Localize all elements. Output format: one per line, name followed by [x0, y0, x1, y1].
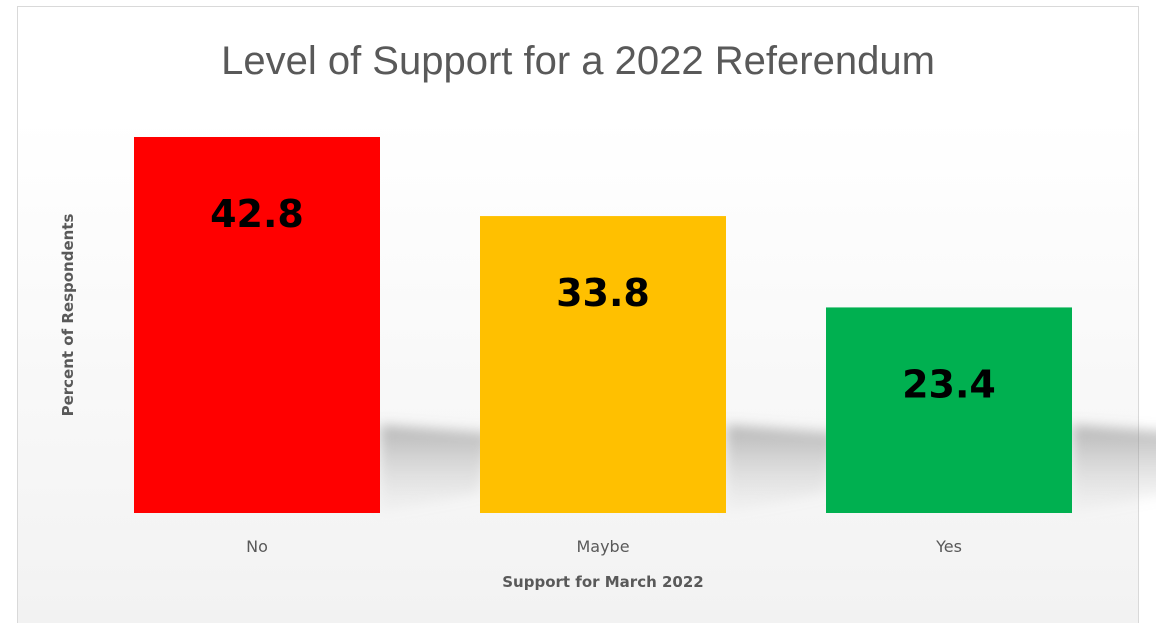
bar-yes [826, 307, 1072, 513]
x-tick-labels-group: No Maybe Yes [246, 537, 962, 556]
y-axis-title: Percent of Respondents [59, 214, 77, 417]
bar-shadow-0 [380, 425, 490, 513]
data-label-yes: 23.4 [902, 362, 996, 406]
x-tick-label-yes: Yes [935, 537, 962, 556]
data-labels-group: 42.8 33.8 23.4 [210, 192, 996, 406]
data-label-no: 42.8 [210, 192, 304, 236]
x-tick-label-maybe: Maybe [576, 537, 629, 556]
chart-title: Level of Support for a 2022 Referendum [221, 39, 935, 83]
bar-shadow-1 [726, 425, 836, 513]
bars-group [134, 137, 1072, 513]
x-tick-label-no: No [246, 537, 268, 556]
bar-maybe [480, 216, 726, 513]
bar-shadows [380, 425, 1156, 513]
bar-shadow-2 [1072, 425, 1156, 513]
x-axis-title: Support for March 2022 [502, 573, 704, 591]
bar-no [134, 137, 380, 513]
data-label-maybe: 33.8 [556, 271, 650, 315]
